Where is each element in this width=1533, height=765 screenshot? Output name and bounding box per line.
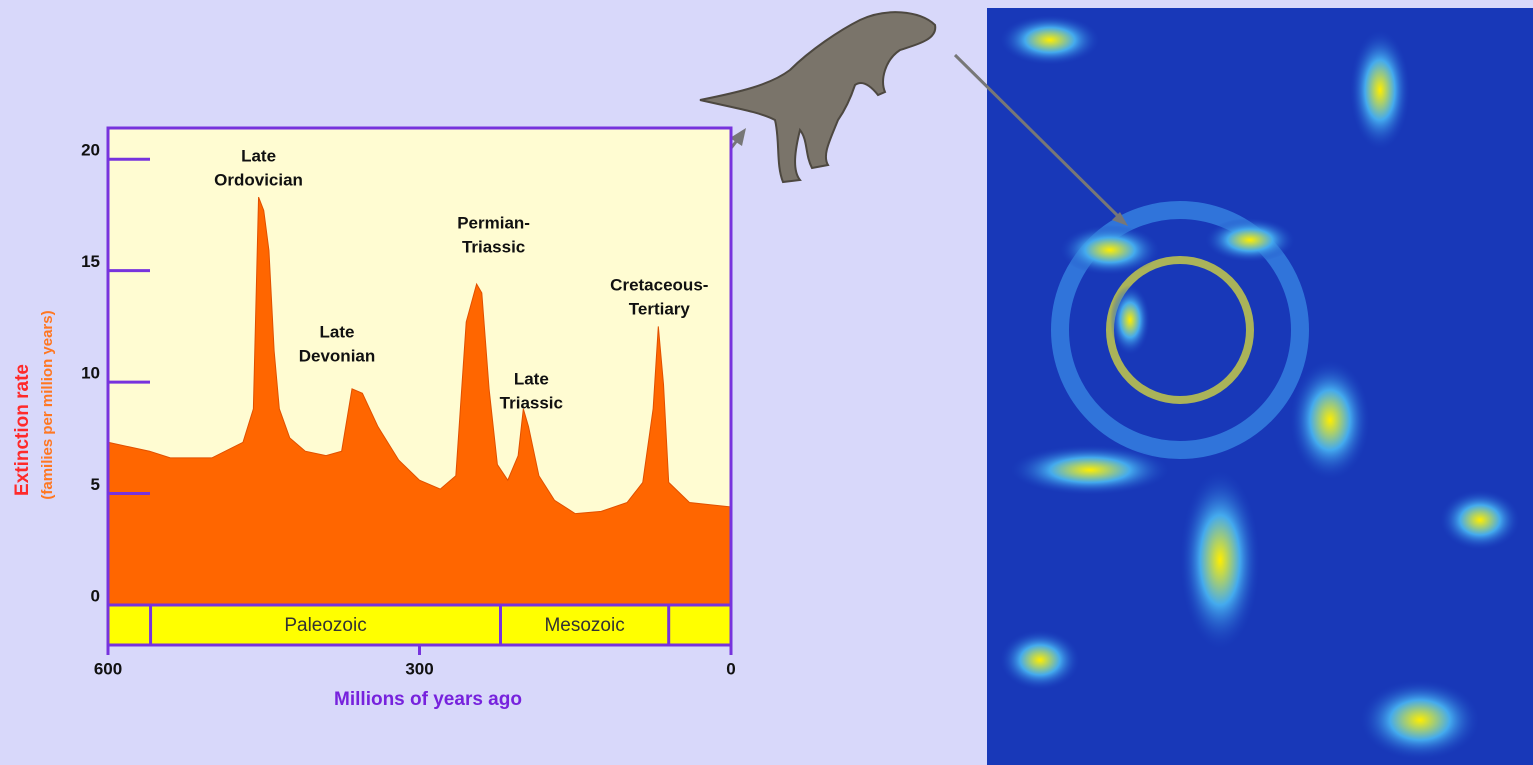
annotation: Permian- — [457, 213, 530, 232]
x-tick-label: 300 — [405, 659, 433, 678]
annotation: Triassic — [500, 393, 563, 412]
arrow-head — [730, 128, 746, 146]
annotation: Triassic — [462, 237, 525, 256]
dinosaur — [699, 11, 937, 184]
y-tick-label: 5 — [91, 475, 100, 494]
era-label: Mesozoic — [544, 615, 624, 636]
x-tick-label: 600 — [94, 659, 122, 678]
annotation: Tertiary — [629, 299, 691, 318]
x-tick-label: 0 — [726, 659, 735, 678]
area — [107, 196, 732, 606]
y-axis-subtitle: (families per million years) — [39, 310, 56, 499]
y-tick-label: 20 — [81, 141, 100, 160]
x-axis-title: Millions of years ago — [334, 689, 522, 710]
plot-frame — [106, 126, 733, 607]
era-label: Paleozoic — [284, 615, 366, 636]
chart: Paleozoic Mesozoic 0 5 10 15 20 600 300 0 Late Ordo… — [81, 126, 736, 678]
y-tick-label: 0 — [91, 586, 100, 605]
annotation: Devonian — [299, 346, 376, 365]
annotation: Cretaceous- — [610, 275, 708, 294]
annotation: Ordovician — [214, 170, 303, 189]
arrow — [953, 53, 1124, 222]
arrow-head — [1112, 212, 1128, 226]
y-tick-label: 10 — [81, 364, 100, 383]
era-strip — [106, 603, 733, 647]
y-tick-label: 15 — [81, 252, 100, 271]
y-axis-title: Extinction rate — [12, 364, 33, 496]
annotation: Late — [514, 369, 549, 388]
annotation: Late — [241, 146, 276, 165]
annotation: Late — [320, 322, 355, 341]
density-map — [987, 8, 1533, 765]
